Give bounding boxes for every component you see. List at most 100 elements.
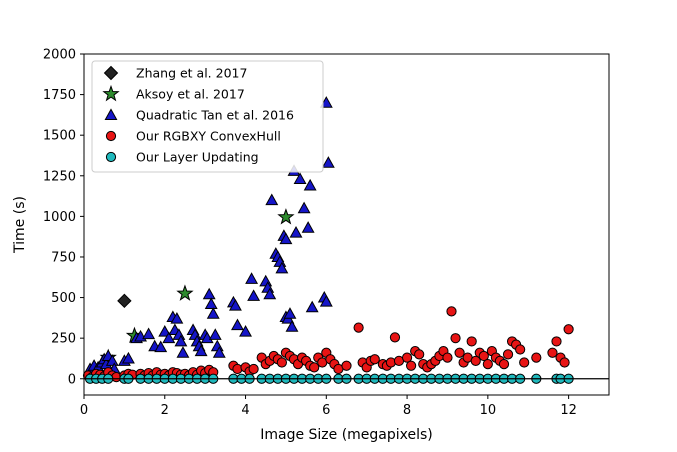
data-point (176, 284, 194, 301)
data-point (385, 357, 397, 368)
data-point (341, 360, 352, 371)
y-tick-label: 250 (51, 332, 76, 347)
data-point (446, 306, 457, 317)
data-point (259, 274, 273, 287)
x-axis-label: Image Size (megapixels) (260, 427, 433, 443)
data-point (563, 324, 574, 335)
legend-entry: Quadratic Tan et al. 2016 (136, 108, 294, 123)
data-point (389, 332, 401, 343)
legend-entry: Aksoy et al. 2017 (136, 87, 245, 102)
data-point (210, 339, 224, 352)
data-point (200, 331, 214, 344)
data-point (319, 295, 333, 307)
data-point (245, 272, 259, 284)
data-point (212, 346, 226, 358)
data-point (498, 359, 510, 370)
data-point (248, 363, 259, 375)
data-point (158, 325, 172, 337)
data-point (454, 347, 465, 358)
x-tick-label: 4 (241, 403, 249, 418)
data-point (232, 363, 243, 375)
data-point (319, 96, 333, 108)
x-tick-label: 12 (560, 403, 577, 418)
data-point (117, 293, 132, 309)
data-point (154, 340, 168, 353)
data-point (547, 347, 558, 358)
legend-marker (105, 130, 117, 142)
data-point (202, 287, 216, 300)
legend-entry: Our RGBXY ConvexHull (136, 129, 281, 144)
data-point (206, 307, 220, 319)
x-tick-label: 8 (403, 403, 411, 418)
data-point (559, 357, 570, 368)
legend-marker (104, 108, 118, 120)
data-point (121, 351, 135, 364)
data-point (263, 287, 277, 300)
data-point (515, 344, 526, 355)
y-tick-label: 0 (68, 372, 76, 387)
data-point (401, 352, 413, 363)
x-axis: 0 2 4 6 8 10 12 (80, 395, 577, 418)
data-point (470, 355, 481, 366)
x-tick-label: 2 (161, 403, 169, 418)
x-tick-label: 0 (80, 403, 88, 418)
data-point (247, 289, 261, 301)
series-0 (117, 293, 132, 309)
data-point (442, 352, 453, 363)
data-point (309, 362, 320, 373)
data-point (466, 336, 477, 347)
data-point (170, 312, 184, 324)
data-point (162, 331, 176, 344)
data-point (194, 344, 208, 357)
data-point (301, 221, 315, 233)
y-tick-label: 1250 (43, 169, 76, 184)
legend-box (91, 60, 324, 173)
data-point (277, 208, 295, 225)
data-point (105, 354, 119, 366)
data-point (478, 350, 489, 362)
y-tick-label: 1000 (43, 210, 76, 225)
data-point (414, 349, 425, 360)
plot-frame (83, 53, 610, 396)
data-point (303, 178, 317, 191)
legend-marker (102, 84, 120, 102)
data-point (279, 232, 293, 245)
data-point (176, 346, 190, 358)
data-point (239, 325, 252, 337)
x-tick-label: 6 (322, 403, 330, 418)
legend-marker (105, 151, 117, 163)
data-point (321, 156, 335, 168)
data-point (519, 357, 530, 368)
y-axis-label: Time (s) (12, 196, 28, 254)
data-point (204, 297, 218, 310)
data-point (275, 261, 289, 274)
legend-entry: Zhang et al. 2017 (136, 66, 247, 81)
data-point (111, 372, 122, 383)
legend-entry: Our Layer Updating (136, 150, 259, 165)
data-point (297, 201, 311, 214)
data-point (228, 299, 242, 311)
y-tick-label: 750 (51, 250, 76, 265)
y-tick-label: 2000 (43, 48, 76, 63)
data-point (142, 327, 156, 340)
data-point (293, 172, 307, 185)
data-point (265, 193, 279, 206)
y-tick-label: 500 (51, 291, 76, 306)
data-point (283, 307, 297, 319)
legend: Zhang et al. 2017 Aksoy et al. 2017 Quadra… (91, 60, 324, 173)
data-point (174, 334, 188, 347)
x-tick-label: 10 (480, 403, 497, 418)
data-point (406, 360, 417, 371)
data-point (305, 300, 319, 313)
data-point (502, 349, 514, 360)
data-point (285, 320, 299, 332)
legend-marker (103, 65, 119, 81)
data-point (551, 336, 562, 347)
data-point (231, 318, 244, 331)
data-point (276, 357, 287, 368)
data-point (450, 333, 461, 344)
data-point (482, 359, 493, 370)
data-point (208, 328, 222, 340)
y-tick-label: 1500 (43, 129, 76, 144)
